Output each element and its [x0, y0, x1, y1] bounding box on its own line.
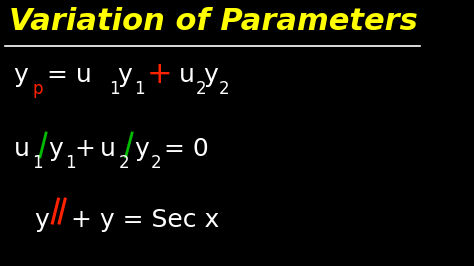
Text: 1: 1 [65, 155, 76, 172]
Text: +: + [147, 60, 173, 89]
Text: + y = Sec x: + y = Sec x [71, 208, 219, 232]
Text: 2: 2 [151, 155, 162, 172]
Text: y: y [134, 137, 149, 161]
Text: 1: 1 [134, 80, 145, 98]
Text: +: + [75, 137, 96, 161]
Text: 1: 1 [32, 155, 42, 172]
Text: = 0: = 0 [164, 137, 209, 161]
Text: y: y [13, 63, 28, 87]
Text: = u: = u [47, 63, 92, 87]
Text: p: p [33, 80, 43, 98]
Text: y: y [48, 137, 63, 161]
Text: y: y [117, 63, 132, 87]
Text: u: u [100, 137, 116, 161]
Text: y: y [35, 208, 49, 232]
Text: 1: 1 [109, 80, 119, 98]
Text: y: y [203, 63, 218, 87]
Text: 2: 2 [118, 155, 129, 172]
Text: 2: 2 [219, 80, 229, 98]
Text: 2: 2 [196, 80, 206, 98]
Text: u: u [179, 63, 195, 87]
Text: u: u [13, 137, 29, 161]
Text: Variation of Parameters: Variation of Parameters [9, 7, 418, 36]
